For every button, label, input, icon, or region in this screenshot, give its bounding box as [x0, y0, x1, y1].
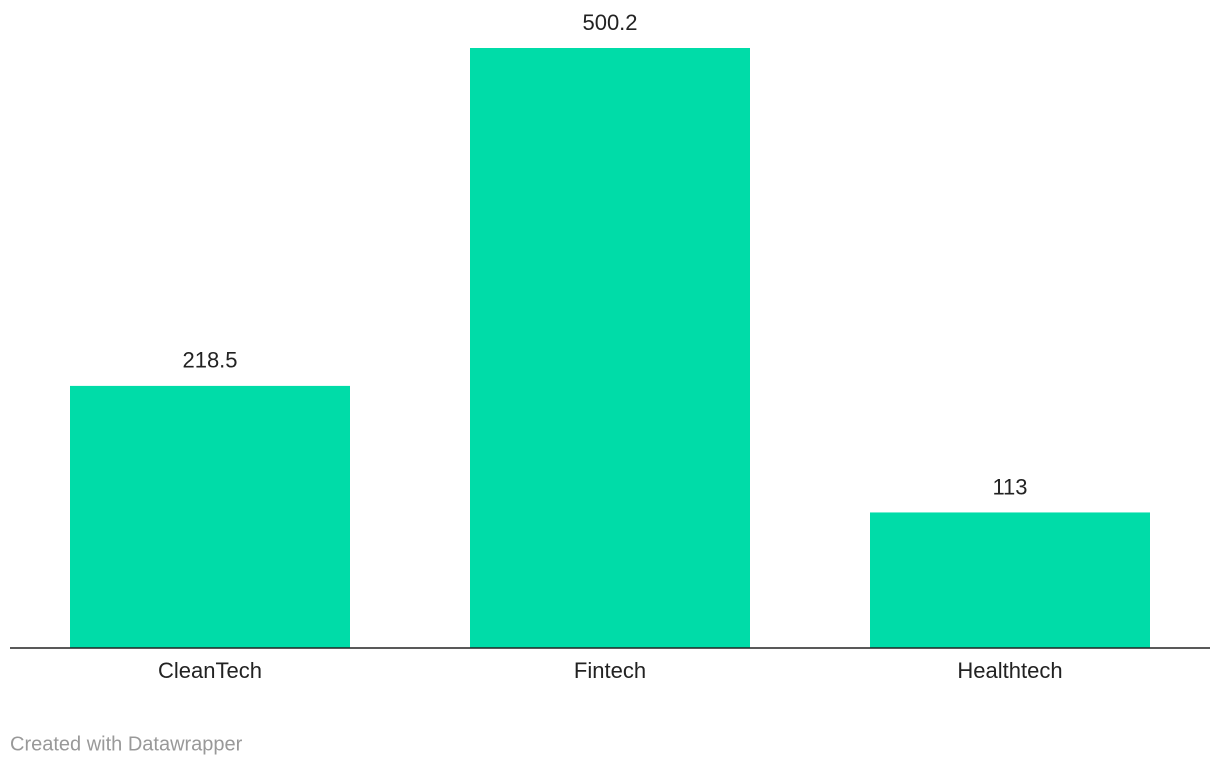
bar [70, 385, 350, 648]
x-tick-label: Healthtech [957, 658, 1062, 683]
footer: Created with Datawrapper [10, 733, 243, 755]
value-label: 113 [992, 474, 1027, 499]
x-tick-label: CleanTech [158, 658, 262, 683]
value-label: 218.5 [182, 348, 237, 373]
x-tick-label: Fintech [574, 658, 646, 683]
bar [470, 48, 750, 648]
bar [870, 512, 1150, 648]
value-label: 500.2 [582, 10, 637, 35]
